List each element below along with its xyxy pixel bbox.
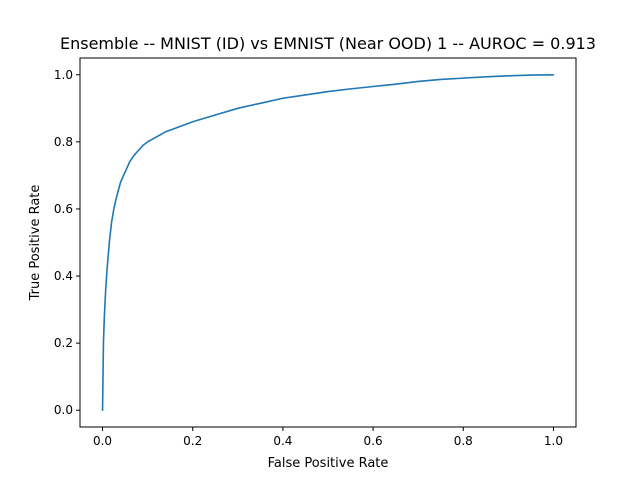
plot-frame [79, 57, 577, 428]
y-tick-label: 0.0 [54, 403, 73, 417]
y-tick-label: 0.2 [54, 336, 73, 350]
axis-ticks: 0.0 0.2 0.4 0.6 0.8 1.0 0.0 0.2 0.4 0.6 0.8 1.0 [54, 68, 563, 448]
roc-curve [101, 73, 555, 412]
x-axis-label: False Positive Rate [268, 456, 389, 471]
x-tick-label: 0.6 [364, 434, 383, 448]
x-tick-label: 0.8 [454, 434, 473, 448]
y-tick-label: 0.4 [54, 269, 73, 283]
x-tick-label: 0.2 [183, 434, 202, 448]
x-tick-label: 0.0 [93, 434, 112, 448]
y-tick-label: 1.0 [54, 68, 73, 82]
x-tick-label: 1.0 [544, 434, 563, 448]
y-tick-label: 0.8 [54, 135, 73, 149]
x-tick-label: 0.4 [273, 434, 292, 448]
chart-title: Ensemble -- MNIST (ID) vs EMNIST (Near O… [60, 34, 596, 53]
y-axis-label: True Positive Rate [28, 185, 43, 302]
y-tick-label: 0.6 [54, 202, 73, 216]
